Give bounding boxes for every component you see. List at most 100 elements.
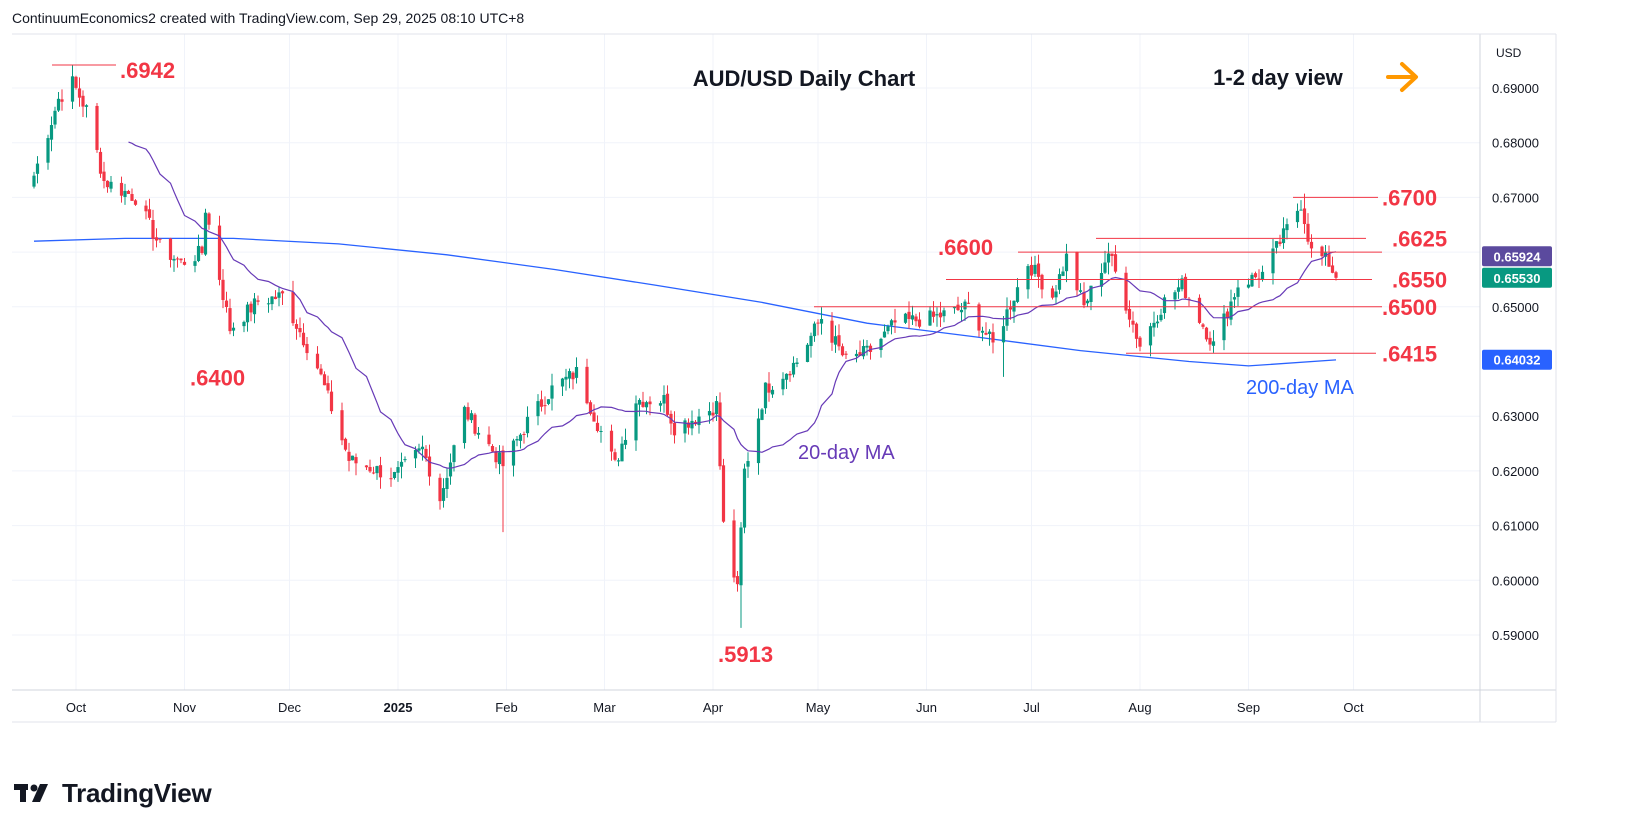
- candle-body: [1064, 253, 1069, 272]
- candle-body: [1078, 290, 1083, 292]
- candle-body: [1061, 271, 1065, 276]
- candle-body: [861, 346, 866, 357]
- candle-body: [389, 478, 393, 480]
- candle-body: [126, 190, 131, 194]
- candle-body: [1162, 297, 1167, 314]
- candle-body: [228, 308, 232, 332]
- candle-body: [158, 238, 162, 240]
- candle-body: [497, 452, 502, 465]
- candle-body: [445, 477, 449, 489]
- candle-body: [588, 402, 593, 414]
- level-label: .6550: [1392, 267, 1447, 292]
- candle-body: [319, 368, 323, 375]
- candle-body: [102, 171, 106, 182]
- candle-body: [697, 416, 701, 426]
- candle-body: [1057, 274, 1062, 290]
- candle-body: [329, 391, 334, 412]
- candle-body: [1295, 210, 1300, 223]
- candle-body: [326, 383, 330, 391]
- candle-body: [889, 320, 894, 326]
- candle-body: [634, 403, 638, 441]
- candle-body: [119, 182, 124, 196]
- candle-body: [714, 401, 719, 415]
- candle-body: [371, 472, 376, 474]
- candle-body: [81, 95, 85, 107]
- candle-body: [179, 258, 183, 261]
- y-tick-label: 0.59000: [1492, 628, 1539, 643]
- candle-body: [515, 438, 519, 441]
- candle-body: [910, 315, 915, 320]
- candle-body: [77, 88, 82, 98]
- candle-body: [1152, 322, 1156, 328]
- x-tick-label: Aug: [1128, 700, 1151, 715]
- candle-body: [746, 461, 750, 467]
- candle-body: [378, 465, 383, 478]
- candle-body: [1050, 288, 1055, 298]
- candle-body: [224, 300, 229, 308]
- candle-body: [795, 362, 799, 365]
- level-label: .6942: [120, 58, 175, 83]
- candle-body: [903, 313, 908, 323]
- chart-annotations: .6942 .6700 .6625 .6600 .6550 .6500 .6415 .6400…: [120, 58, 1447, 667]
- candle-body: [984, 332, 988, 335]
- candle-body: [196, 245, 201, 262]
- candle-body: [193, 261, 197, 266]
- candle-body: [182, 261, 187, 265]
- candle-body: [1299, 209, 1303, 211]
- candle-body: [32, 175, 36, 187]
- candle-body: [270, 296, 274, 305]
- ma20-path: [128, 141, 1337, 469]
- candle-body: [441, 488, 446, 501]
- candle-body: [683, 420, 687, 434]
- x-tick-label: Oct: [66, 700, 87, 715]
- candle-body: [105, 180, 110, 188]
- candle-body: [1085, 300, 1090, 304]
- candle-body: [788, 373, 792, 376]
- candle-body: [1320, 246, 1324, 257]
- candle-body: [1124, 272, 1128, 311]
- price-tag-box: [1482, 267, 1552, 288]
- candle-body: [487, 434, 491, 445]
- candle-body: [914, 316, 918, 322]
- candle-body: [917, 319, 922, 327]
- candle-body: [245, 304, 250, 323]
- x-tick-label: Sep: [1237, 700, 1260, 715]
- x-tick-label: May: [806, 700, 831, 715]
- candle-body: [1036, 263, 1041, 277]
- candle-body: [46, 138, 50, 163]
- candle-body: [448, 462, 453, 477]
- level-label: .6700: [1382, 185, 1437, 210]
- candle-body: [60, 99, 64, 102]
- candle-body: [511, 440, 516, 466]
- candle-body: [1173, 292, 1177, 300]
- candle-body: [809, 335, 813, 347]
- candle-body: [980, 330, 985, 333]
- candle-body: [1054, 291, 1058, 298]
- candle-body: [340, 410, 344, 441]
- candle-body: [1033, 264, 1037, 274]
- price-tag-box: [1482, 349, 1552, 370]
- candle-body: [203, 212, 208, 255]
- candle-body: [231, 327, 236, 331]
- candle-body: [1236, 287, 1240, 297]
- candle-body: [767, 383, 771, 393]
- candle-body: [273, 296, 278, 300]
- candle-body: [315, 353, 320, 369]
- candle-body: [641, 401, 645, 407]
- candle-body: [938, 312, 943, 318]
- candle-body: [350, 455, 355, 461]
- candle-body: [256, 300, 260, 302]
- candle-body: [84, 105, 89, 107]
- candle-body: [1327, 254, 1331, 267]
- candle-body: [322, 374, 327, 386]
- candle-body: [1103, 262, 1107, 273]
- candle-body: [298, 328, 302, 333]
- candle-body: [1026, 266, 1030, 290]
- x-tick-label: Mar: [593, 700, 616, 715]
- candle-body: [1232, 297, 1237, 300]
- candle-body: [662, 395, 666, 404]
- candle-body: [266, 303, 271, 305]
- candle-body: [364, 465, 369, 468]
- x-tick-label: Nov: [173, 700, 197, 715]
